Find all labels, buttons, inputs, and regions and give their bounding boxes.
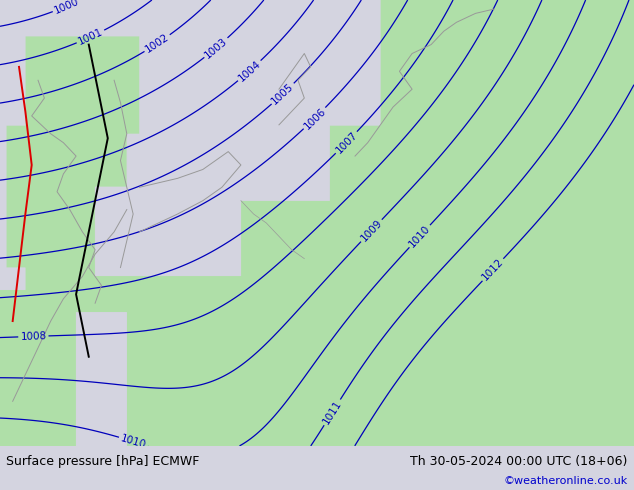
Text: Surface pressure [hPa] ECMWF: Surface pressure [hPa] ECMWF (6, 455, 200, 468)
Text: 1010: 1010 (407, 223, 432, 249)
Text: 1009: 1009 (359, 218, 384, 244)
Text: 1001: 1001 (77, 27, 105, 47)
Text: Th 30-05-2024 00:00 UTC (18+06): Th 30-05-2024 00:00 UTC (18+06) (410, 455, 628, 468)
Text: 1004: 1004 (236, 58, 262, 83)
Text: 1000: 1000 (53, 0, 81, 16)
Text: 1005: 1005 (270, 81, 296, 106)
Text: 1003: 1003 (203, 36, 230, 60)
Text: 1011: 1011 (321, 398, 344, 426)
Text: ©weatheronline.co.uk: ©weatheronline.co.uk (503, 476, 628, 486)
Text: 1012: 1012 (480, 257, 505, 283)
Text: 1007: 1007 (333, 130, 359, 155)
Text: 1010: 1010 (119, 433, 148, 450)
Text: 1002: 1002 (143, 32, 171, 55)
Text: 1006: 1006 (302, 105, 328, 131)
Text: 1008: 1008 (20, 331, 47, 342)
